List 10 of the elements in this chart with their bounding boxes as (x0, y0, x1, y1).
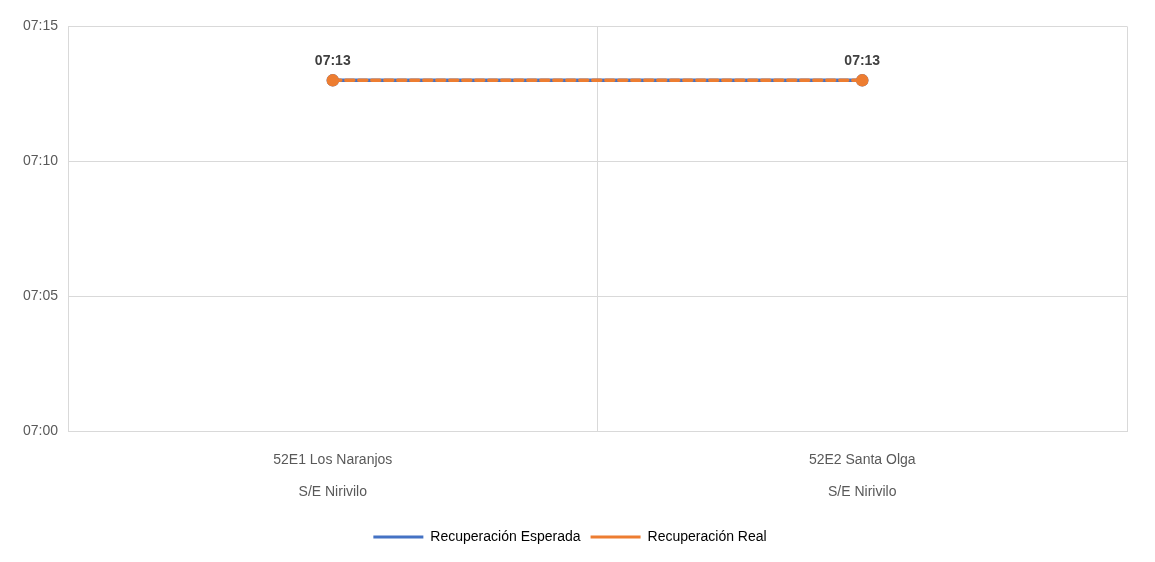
data-label: 07:13 (844, 52, 881, 69)
y-tick-label: 07:05 (22, 287, 59, 304)
data-label: 07:13 (314, 52, 351, 69)
x-tick-label: 52E1 Los Naranjos S/E Nirivilo (273, 450, 393, 499)
legend-label: Recuperación Real (647, 527, 767, 544)
legend-label: Recuperación Esperada (430, 527, 581, 544)
y-tick-label: 07:15 (22, 17, 59, 34)
y-tick-label: 07:00 (22, 422, 59, 439)
x-tick-label: 52E2 Santa Olga S/E Nirivilo (808, 450, 916, 499)
y-tick-label: 07:10 (22, 152, 59, 169)
